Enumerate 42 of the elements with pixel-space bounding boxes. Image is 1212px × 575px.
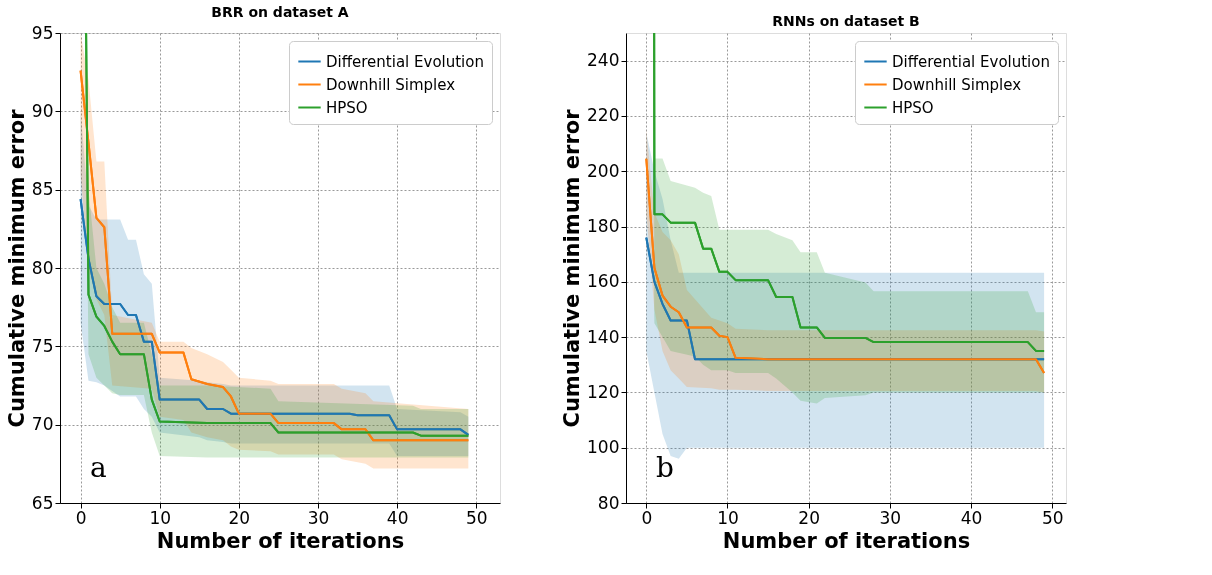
annotation: a xyxy=(90,451,107,484)
legend-label: HPSO xyxy=(326,98,368,117)
y-tick-label: 140 xyxy=(587,326,620,347)
x-tick-label: 50 xyxy=(465,507,488,528)
legend-label: Downhill Simplex xyxy=(892,75,1022,94)
x-tick-label: 30 xyxy=(879,507,902,528)
legend-label: Differential Evolution xyxy=(892,52,1050,71)
y-tick-label: 65 xyxy=(31,492,54,513)
x-tick-label: 40 xyxy=(960,507,983,528)
x-tick-label: 20 xyxy=(798,507,820,528)
x-axis-title: Number of iterations xyxy=(156,528,405,553)
y-axis-title: Cumulative minimum error xyxy=(560,108,585,428)
x-tick-label: 40 xyxy=(386,507,409,528)
y-tick-label: 200 xyxy=(587,160,620,181)
legend-label: Differential Evolution xyxy=(326,52,484,71)
chart-title: RNNs on dataset B xyxy=(772,13,920,29)
y-axis-title: Cumulative minimum error xyxy=(4,108,29,428)
y-tick-label: 220 xyxy=(587,105,620,126)
x-tick-label: 10 xyxy=(717,507,739,528)
y-tick-label: 95 xyxy=(31,22,54,43)
y-tick-label: 80 xyxy=(31,257,54,278)
x-tick-label: 50 xyxy=(1041,507,1064,528)
y-tick-label: 100 xyxy=(587,437,620,458)
x-tick-label: 0 xyxy=(75,507,87,528)
y-tick-label: 240 xyxy=(587,50,620,71)
x-tick-label: 0 xyxy=(641,507,653,528)
x-tick-label: 10 xyxy=(149,507,172,528)
y-tick-label: 70 xyxy=(31,414,54,435)
y-tick-label: 160 xyxy=(587,271,620,292)
y-tick-label: 75 xyxy=(31,335,54,356)
y-tick-label: 90 xyxy=(31,100,54,121)
chart-title: BRR on dataset A xyxy=(211,4,349,20)
annotation: b xyxy=(656,451,674,484)
x-tick-label: 30 xyxy=(307,507,330,528)
y-tick-label: 80 xyxy=(597,492,620,513)
legend-label: HPSO xyxy=(892,98,934,117)
y-tick-label: 85 xyxy=(31,179,54,200)
x-tick-label: 20 xyxy=(228,507,251,528)
y-tick-label: 120 xyxy=(587,381,620,402)
legend-label: Downhill Simplex xyxy=(326,75,456,94)
x-axis-title: Number of iterations xyxy=(722,528,971,553)
y-tick-label: 180 xyxy=(587,216,620,237)
